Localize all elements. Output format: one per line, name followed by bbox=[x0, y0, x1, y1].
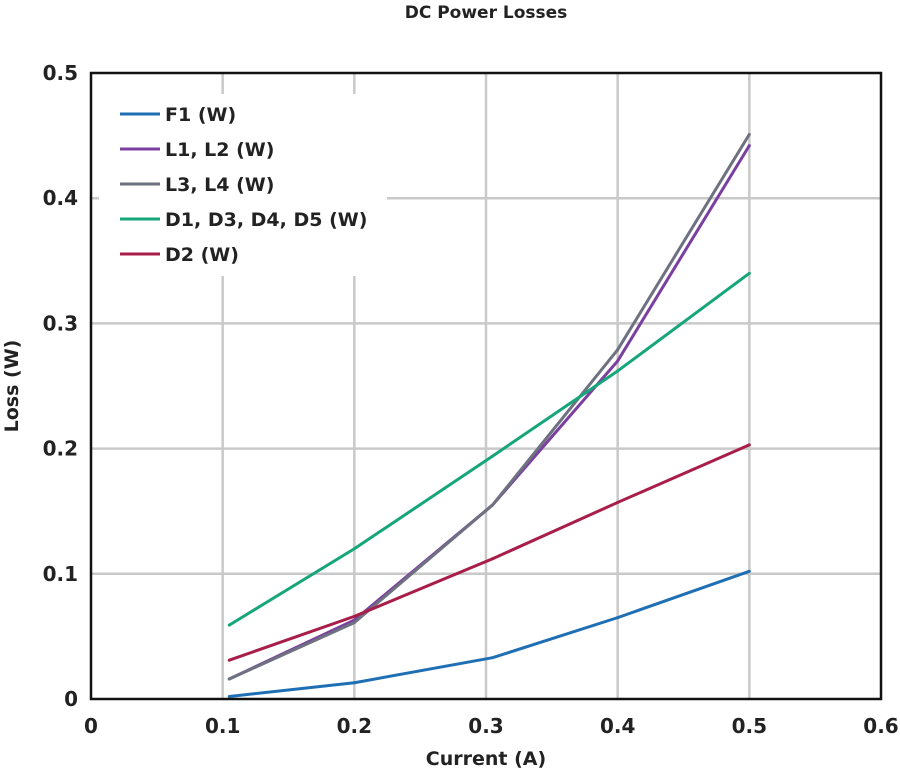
legend-label: L3, L4 (W) bbox=[165, 174, 274, 196]
y-tick-label: 0 bbox=[64, 687, 78, 711]
legend-item: D2 (W) bbox=[120, 244, 239, 266]
x-tick-label: 0.3 bbox=[468, 714, 503, 738]
legend-item: L3, L4 (W) bbox=[120, 174, 274, 196]
y-tick-label: 0.2 bbox=[43, 437, 78, 461]
data-point bbox=[491, 656, 495, 660]
y-tick-label: 0.1 bbox=[43, 562, 78, 586]
legend-item: F1 (W) bbox=[120, 104, 236, 126]
y-tick-label: 0.4 bbox=[43, 186, 78, 210]
data-point bbox=[227, 694, 231, 698]
x-tick-label: 0 bbox=[84, 714, 98, 738]
data-point bbox=[747, 569, 751, 573]
legend-label: F1 (W) bbox=[165, 104, 236, 126]
series-3 bbox=[227, 132, 751, 681]
x-axis-title: Current (A) bbox=[426, 748, 546, 770]
data-point bbox=[747, 271, 751, 275]
y-axis-title: Loss (W) bbox=[1, 340, 23, 433]
data-point bbox=[491, 503, 495, 507]
y-tick-label: 0.3 bbox=[43, 311, 78, 335]
legend-label: L1, L2 (W) bbox=[165, 139, 274, 161]
data-point bbox=[616, 500, 620, 504]
legend-label: D2 (W) bbox=[165, 244, 239, 266]
legend-item: L1, L2 (W) bbox=[120, 139, 274, 161]
x-tick-label: 0.4 bbox=[600, 714, 635, 738]
data-point bbox=[616, 369, 620, 373]
data-point bbox=[352, 621, 356, 625]
x-tick-label: 0.1 bbox=[205, 714, 240, 738]
data-point bbox=[616, 616, 620, 620]
data-point bbox=[352, 547, 356, 551]
data-point bbox=[491, 557, 495, 561]
data-point bbox=[491, 454, 495, 458]
x-tick-label: 0.6 bbox=[863, 714, 898, 738]
data-point bbox=[227, 623, 231, 627]
series-layer bbox=[227, 132, 751, 698]
series-5 bbox=[227, 443, 751, 662]
data-point bbox=[747, 132, 751, 136]
x-axis-ticks: 0 0.1 0.2 0.3 0.4 0.5 0.6 bbox=[84, 714, 899, 738]
series-1 bbox=[227, 569, 751, 698]
data-point bbox=[616, 359, 620, 363]
series-4 bbox=[227, 271, 751, 627]
data-point bbox=[616, 348, 620, 352]
data-point bbox=[747, 144, 751, 148]
legend: F1 (W) L1, L2 (W) L3, L4 (W) D1, D3, D4, D5… bbox=[99, 94, 387, 276]
data-point bbox=[747, 443, 751, 447]
plot-frame bbox=[89, 71, 883, 701]
x-tick-label: 0.2 bbox=[337, 714, 372, 738]
x-tick-label: 0.5 bbox=[732, 714, 767, 738]
data-point bbox=[352, 614, 356, 618]
data-point bbox=[352, 681, 356, 685]
y-axis-ticks: 0 0.1 0.2 0.3 0.4 0.5 bbox=[43, 61, 78, 711]
series-line bbox=[228, 443, 750, 662]
y-tick-label: 0.5 bbox=[43, 61, 78, 85]
legend-label: D1, D3, D4, D5 (W) bbox=[165, 209, 367, 231]
data-point bbox=[227, 658, 231, 662]
chart-title: DC Power Losses bbox=[405, 3, 568, 23]
legend-item: D1, D3, D4, D5 (W) bbox=[120, 209, 367, 231]
data-point bbox=[227, 677, 231, 681]
